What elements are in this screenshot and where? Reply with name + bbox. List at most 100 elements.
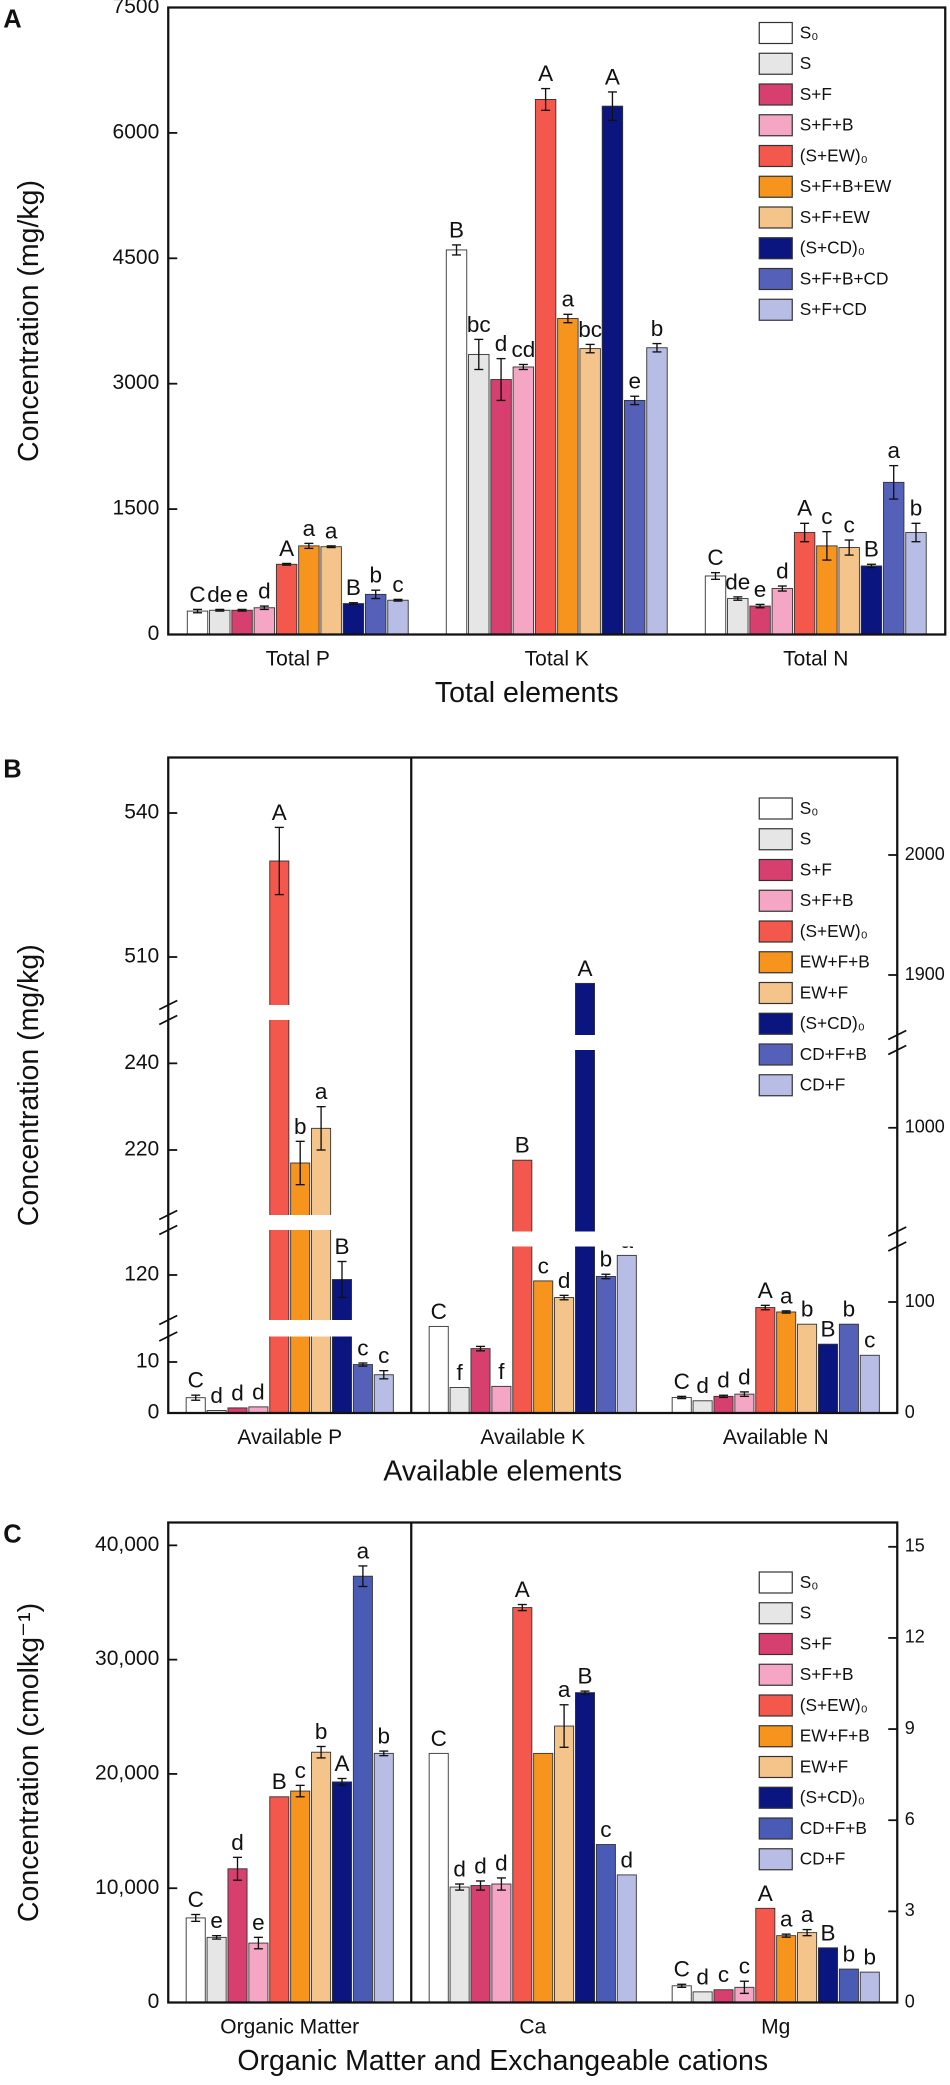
- y-tick-label: 240: [124, 1051, 159, 1074]
- error-bar: [259, 605, 269, 611]
- legend-swatch: [758, 175, 793, 198]
- bar: [557, 318, 579, 635]
- bar: [311, 1127, 332, 1414]
- significance-letter: de: [725, 569, 750, 594]
- error-bar: [677, 1395, 687, 1400]
- significance-letter: de: [207, 582, 232, 607]
- legend-swatch: [758, 114, 793, 137]
- significance-letter: bc: [467, 312, 491, 337]
- error-bar: [822, 530, 832, 561]
- significance-letter: C: [674, 1369, 690, 1394]
- significance-letter: c: [357, 1335, 368, 1360]
- significance-letter: d: [621, 1847, 634, 1872]
- significance-letter: d: [258, 579, 271, 604]
- error-bar: [474, 338, 484, 371]
- error-bar: [739, 1980, 749, 1995]
- error-bar: [559, 1294, 569, 1301]
- significance-letter: d: [231, 1830, 244, 1855]
- x-tick-label: Total N: [783, 648, 848, 671]
- significance-letter: f: [498, 1359, 505, 1384]
- bar: [428, 1325, 449, 1414]
- x-axis-title: Available elements: [383, 1456, 622, 1488]
- legend-label: (S+EW)₀: [800, 1695, 868, 1715]
- error-bar: [358, 1362, 368, 1367]
- legend-label: EW+F+B: [800, 1726, 870, 1746]
- bar: [616, 1874, 637, 2003]
- y-tick-label: 30,000: [95, 1647, 159, 1670]
- legend-label: S+F: [800, 84, 832, 104]
- axis-break-gap: [169, 1215, 410, 1230]
- legend-label: S: [800, 1603, 812, 1623]
- error-bar: [379, 1750, 389, 1757]
- error-bar: [193, 608, 203, 614]
- bar: [704, 575, 727, 635]
- bar: [428, 1752, 449, 2003]
- y-tick-label: 0: [148, 622, 160, 645]
- error-bar: [348, 602, 358, 606]
- error-bar: [800, 522, 810, 543]
- y-tick-label: 220: [124, 1138, 159, 1161]
- bar: [290, 1790, 311, 2003]
- significance-letter: C: [707, 545, 723, 570]
- error-bar: [518, 363, 528, 371]
- plot-frame: [167, 756, 899, 1415]
- legend-label: S: [800, 829, 812, 849]
- significance-letter: d: [738, 1364, 751, 1389]
- legend-label: (S+CD)₀: [800, 1787, 865, 1807]
- plot-frame: [167, 6, 947, 636]
- error-bar: [295, 1784, 305, 1798]
- bar: [554, 1725, 575, 2003]
- bar: [298, 545, 320, 635]
- legend-label: EW+F: [800, 1756, 848, 1776]
- y-tick-label: 6000: [113, 120, 160, 143]
- error-bar: [326, 545, 336, 549]
- significance-letter: e: [628, 369, 641, 394]
- legend-swatch: [758, 858, 793, 882]
- y2-tick-label: 1900: [905, 964, 945, 984]
- significance-letter: d: [453, 1856, 466, 1881]
- significance-letter: C: [674, 1957, 690, 1982]
- significance-letter: d: [717, 1368, 730, 1393]
- error-bar: [274, 826, 284, 896]
- significance-letter: a: [780, 1907, 793, 1932]
- error-bar: [755, 603, 765, 609]
- bar: [185, 1917, 206, 2003]
- bar: [209, 609, 231, 635]
- significance-letter: c: [600, 1817, 611, 1842]
- error-bar: [802, 1928, 812, 1937]
- significance-letter: b: [378, 1724, 391, 1749]
- bar: [534, 99, 557, 635]
- significance-letter: f: [456, 1360, 463, 1385]
- error-bar: [585, 343, 595, 354]
- bar: [373, 1374, 394, 1414]
- significance-letter: A: [758, 1881, 773, 1906]
- error-bar: [781, 1310, 791, 1314]
- y2-tick-label: 1000: [905, 1117, 945, 1137]
- significance-letter: bc: [578, 317, 602, 342]
- significance-letter: B: [346, 575, 361, 600]
- significance-letter: a: [780, 1283, 793, 1308]
- significance-letter: b: [843, 1297, 856, 1322]
- error-bar: [393, 598, 403, 602]
- legend-swatch: [758, 206, 793, 229]
- x-tick-label: Available K: [480, 1426, 585, 1449]
- bar: [512, 1159, 533, 1414]
- bar: [692, 1400, 713, 1414]
- bar: [342, 603, 365, 635]
- y2-tick-label: 12: [905, 1627, 925, 1647]
- bar: [491, 1385, 512, 1414]
- significance-letter: d: [252, 1379, 265, 1404]
- error-bar: [379, 1369, 389, 1380]
- bar: [797, 1323, 818, 1414]
- legend-swatch: [758, 21, 793, 45]
- legend-label: CD+F+B: [800, 1818, 867, 1838]
- error-bar: [191, 1394, 201, 1401]
- legend-swatch: [758, 1786, 793, 1809]
- legend-label: CD+F: [800, 1075, 846, 1095]
- bar: [512, 1607, 533, 2003]
- bar: [595, 1844, 616, 2003]
- significance-letter: C: [431, 1726, 447, 1751]
- bar: [817, 1947, 838, 2003]
- legend-label: EW+F: [800, 982, 848, 1002]
- bar: [817, 1343, 838, 1414]
